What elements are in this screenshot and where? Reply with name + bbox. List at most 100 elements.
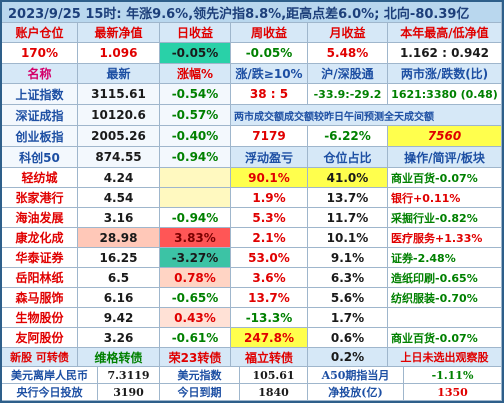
holding-pnl: 53.0%: [231, 248, 308, 268]
holding-pnl: 90.1%: [231, 168, 308, 188]
holding-pnl: 3.6%: [231, 268, 308, 288]
holding-latest: 3.16: [78, 208, 160, 228]
holding-change: -0.61%: [160, 328, 231, 348]
turnover-forecast: 7560: [388, 126, 502, 147]
holding-pnl: 247.8%: [231, 328, 308, 348]
up-down-10pct: 38 : 5: [231, 84, 308, 105]
net-injection-value: 1350: [404, 384, 502, 401]
holding-position: 6.3%: [308, 268, 388, 288]
holding-name: 张家港行: [2, 188, 78, 208]
net-injection-label: 净投放(亿): [308, 384, 404, 401]
holding-latest: 6.16: [78, 288, 160, 308]
index-change: -0.54%: [160, 84, 231, 105]
holding-name: 友阿股份: [2, 328, 78, 348]
account-year-high-low: 1.162 : 0.942: [388, 43, 502, 64]
holding-latest: 3.26: [78, 328, 160, 348]
holding-note: 医疗服务+1.33%: [388, 228, 502, 248]
holding-position: 0.6%: [308, 328, 388, 348]
holding-name: 华泰证券: [2, 248, 78, 268]
holding-name: 康龙化成: [2, 228, 78, 248]
watchlist-note: 上日未选出观察股: [388, 348, 502, 367]
dxy-label: 美元指数: [160, 367, 240, 384]
holding-note: 纺织服装-0.70%: [388, 288, 502, 308]
usd-cnh-value: 7.3119: [98, 367, 160, 384]
advance-decline: 1621:3380 (0.48): [388, 84, 502, 105]
index-name: 创业板指: [2, 126, 78, 147]
a50-label: A50期指当月: [308, 367, 404, 384]
dxy-value: 105.61: [240, 367, 308, 384]
index-latest: 2005.26: [78, 126, 160, 147]
account-label-week: 周收益: [231, 23, 308, 43]
holding-name: 生物股份: [2, 308, 78, 328]
market-header-advdec: 两市涨/跌数(比): [388, 64, 502, 84]
holding-change: -0.65%: [160, 288, 231, 308]
account-label-yearhl: 本年最高/低净值: [388, 23, 502, 43]
holding-name: 海油发展: [2, 208, 78, 228]
account-month-return: 5.48%: [308, 43, 388, 64]
holding-change: [160, 188, 231, 208]
holding-position: 5.6%: [308, 288, 388, 308]
index-name: 上证指数: [2, 84, 78, 105]
usd-cnh-label: 美元离岸人民币: [2, 367, 98, 384]
holding-position: 9.1%: [308, 248, 388, 268]
holding-pnl: 13.7%: [231, 288, 308, 308]
holding-change: -0.94%: [160, 208, 231, 228]
holding-pnl: 5.3%: [231, 208, 308, 228]
maturing-label: 今日到期: [160, 384, 240, 401]
turnover-volume: 7179: [231, 126, 308, 147]
account-label-month: 月收益: [308, 23, 388, 43]
holding-latest: 16.25: [78, 248, 160, 268]
maturing-value: 1840: [240, 384, 308, 401]
account-position: 170%: [2, 43, 78, 64]
holding-pnl: 2.1%: [231, 228, 308, 248]
bond-3: 福立转债: [231, 348, 308, 367]
holding-latest: 28.98: [78, 228, 160, 248]
holdings-header-position: 仓位占比: [308, 147, 388, 168]
market-header-updown10: 涨/跌≥10%: [231, 64, 308, 84]
bond-2: 荣23转债: [160, 348, 231, 367]
holding-position: 13.7%: [308, 188, 388, 208]
holding-change: [160, 168, 231, 188]
account-nav: 1.096: [78, 43, 160, 64]
account-label-position: 账户仓位: [2, 23, 78, 43]
index-latest: 874.55: [78, 147, 160, 168]
holding-change: -3.27%: [160, 248, 231, 268]
account-label-nav: 最新净值: [78, 23, 160, 43]
turnover-change: -6.22%: [308, 126, 388, 147]
holding-pnl: -13.3%: [231, 308, 308, 328]
holding-name: 岳阳林纸: [2, 268, 78, 288]
index-change: -0.40%: [160, 126, 231, 147]
a50-value: -1.11%: [404, 367, 502, 384]
account-week-return: -0.05%: [231, 43, 308, 64]
holding-latest: 4.24: [78, 168, 160, 188]
holding-position: 11.7%: [308, 208, 388, 228]
new-share-bond-label: 新股 可转债: [2, 348, 78, 367]
holding-change: 0.78%: [160, 268, 231, 288]
index-latest: 3115.61: [78, 84, 160, 105]
holding-latest: 4.54: [78, 188, 160, 208]
holding-change: 3.83%: [160, 228, 231, 248]
account-day-return: -0.05%: [160, 43, 231, 64]
hk-connect-flow: -33.9:-29.2: [308, 84, 388, 105]
holding-note: 采掘行业-0.82%: [388, 208, 502, 228]
index-change: -0.57%: [160, 105, 231, 126]
holding-position: 10.1%: [308, 228, 388, 248]
holding-note: 商业百货-0.07%: [388, 328, 502, 348]
holding-note: [388, 308, 502, 328]
volume-label: 两市成交额成交额较昨日午间预测全天成交额: [231, 105, 502, 126]
index-latest: 10120.6: [78, 105, 160, 126]
index-change: -0.94%: [160, 147, 231, 168]
holding-position: 41.0%: [308, 168, 388, 188]
index-name: 深证成指: [2, 105, 78, 126]
account-label-day: 日收益: [160, 23, 231, 43]
holding-pnl: 1.9%: [231, 188, 308, 208]
page-title: 2023/9/25 15时: 年涨9.6%,领先沪指8.8%,距高点差6.0%;…: [2, 2, 502, 23]
market-header-connect: 沪/深股通: [308, 64, 388, 84]
pboc-injection-value: 3190: [98, 384, 160, 401]
holding-name: 轻纺城: [2, 168, 78, 188]
holding-change: 0.43%: [160, 308, 231, 328]
holding-note: 商业百货-0.07%: [388, 168, 502, 188]
holding-note: 银行+0.11%: [388, 188, 502, 208]
holding-position: 1.7%: [308, 308, 388, 328]
bond-position: 0.2%: [308, 348, 388, 367]
